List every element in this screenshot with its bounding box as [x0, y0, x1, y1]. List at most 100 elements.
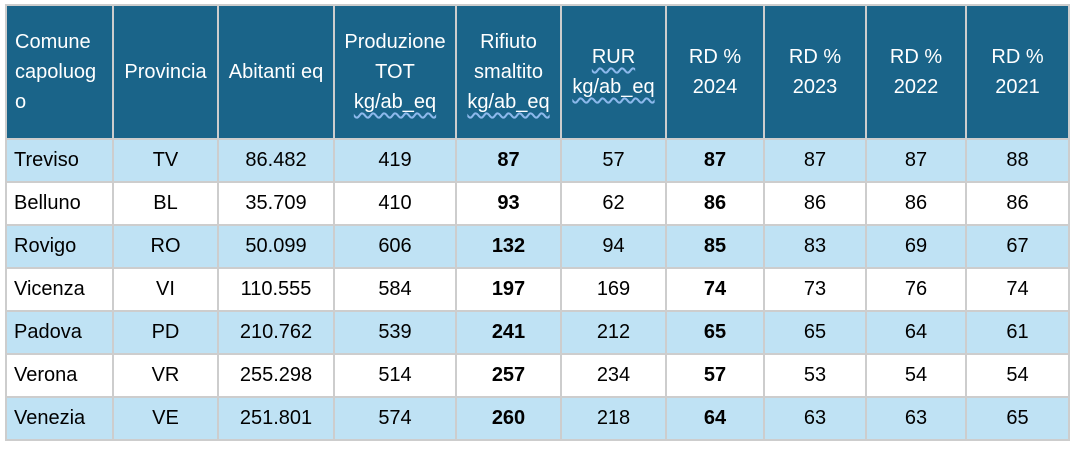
column-header-2: Abitanti eq	[217, 4, 335, 140]
cell-r3-c6: 74	[665, 267, 765, 312]
cell-r5-c5: 234	[560, 353, 667, 398]
cell-r4-c0: Padova	[5, 310, 114, 355]
header-label: RD % 2021	[991, 46, 1044, 98]
cell-r0-c3: 419	[333, 138, 457, 183]
cell-r2-c1: RO	[112, 224, 219, 269]
cell-r2-c5: 94	[560, 224, 667, 269]
table-row: Vicenza VI 110.555 584 197 169 74 73 76 74	[5, 267, 1070, 312]
cell-r6-c4: 260	[455, 396, 562, 441]
cell-r5-c9: 54	[965, 353, 1070, 398]
cell-r5-c4: 257	[455, 353, 562, 398]
cell-r1-c1: BL	[112, 181, 219, 226]
header-label: Comune capoluogo	[15, 31, 97, 113]
cell-r0-c7: 87	[763, 138, 867, 183]
cell-r3-c3: 584	[333, 267, 457, 312]
cell-r2-c9: 67	[965, 224, 1070, 269]
header-label: Rifiuto smaltito	[474, 31, 543, 83]
table-row: Verona VR 255.298 514 257 234 57 53 54 54	[5, 353, 1070, 398]
cell-r2-c0: Rovigo	[5, 224, 114, 269]
cell-r2-c3: 606	[333, 224, 457, 269]
header-sub-label: kg/ab_eq	[568, 72, 659, 102]
column-header-6: RD % 2024	[665, 4, 765, 140]
cell-r1-c3: 410	[333, 181, 457, 226]
header-label: RD % 2024	[688, 46, 742, 98]
header-sub-label: kg/ab_eq	[463, 87, 554, 117]
cell-r2-c8: 69	[865, 224, 967, 269]
header-label: RD % 2023	[788, 46, 842, 98]
cell-r3-c8: 76	[865, 267, 967, 312]
cell-r6-c3: 574	[333, 396, 457, 441]
cell-r4-c2: 210.762	[217, 310, 335, 355]
cell-r1-c5: 62	[560, 181, 667, 226]
cell-r2-c6: 85	[665, 224, 765, 269]
cell-r5-c1: VR	[112, 353, 219, 398]
cell-r4-c6: 65	[665, 310, 765, 355]
cell-r6-c5: 218	[560, 396, 667, 441]
cell-r0-c5: 57	[560, 138, 667, 183]
header-sub-text: kg/ab_eq	[353, 91, 437, 113]
cell-r6-c8: 63	[865, 396, 967, 441]
cell-r2-c2: 50.099	[217, 224, 335, 269]
column-header-3: Produzione TOT kg/ab_eq	[333, 4, 457, 140]
cell-r1-c2: 35.709	[217, 181, 335, 226]
cell-r3-c9: 74	[965, 267, 1070, 312]
page: Comune capoluogo Provincia Abitanti eq Prod…	[5, 4, 1070, 441]
header-row: Comune capoluogo Provincia Abitanti eq Prod…	[5, 4, 1070, 140]
cell-r0-c2: 86.482	[217, 138, 335, 183]
cell-r3-c1: VI	[112, 267, 219, 312]
cell-r3-c7: 73	[763, 267, 867, 312]
cell-r4-c8: 64	[865, 310, 967, 355]
cell-r3-c5: 169	[560, 267, 667, 312]
cell-r0-c6: 87	[665, 138, 765, 183]
cell-r5-c8: 54	[865, 353, 967, 398]
header-sub-text: kg/ab_eq	[572, 76, 655, 98]
cell-r4-c9: 61	[965, 310, 1070, 355]
cell-r4-c7: 65	[763, 310, 867, 355]
column-header-1: Provincia	[112, 4, 219, 140]
cell-r0-c4: 87	[455, 138, 562, 183]
cell-r6-c2: 251.801	[217, 396, 335, 441]
table-body: Treviso TV 86.482 419 87 57 87 87 87 88 Belluno BL 3…	[5, 138, 1070, 441]
cell-r4-c3: 539	[333, 310, 457, 355]
cell-r0-c0: Treviso	[5, 138, 114, 183]
header-sub-text: kg/ab_eq	[467, 91, 550, 113]
cell-r1-c7: 86	[763, 181, 867, 226]
cell-r0-c9: 88	[965, 138, 1070, 183]
cell-r3-c2: 110.555	[217, 267, 335, 312]
header-label: RD % 2022	[889, 46, 943, 98]
cell-r6-c7: 63	[763, 396, 867, 441]
cell-r5-c0: Verona	[5, 353, 114, 398]
cell-r1-c6: 86	[665, 181, 765, 226]
header-label: Produzione TOT	[344, 31, 446, 83]
cell-r5-c2: 255.298	[217, 353, 335, 398]
cell-r5-c3: 514	[333, 353, 457, 398]
cell-r6-c9: 65	[965, 396, 1070, 441]
cell-r1-c9: 86	[965, 181, 1070, 226]
cell-r2-c4: 132	[455, 224, 562, 269]
column-header-7: RD % 2023	[763, 4, 867, 140]
table-row: Rovigo RO 50.099 606 132 94 85 83 69 67	[5, 224, 1070, 269]
header-label: Abitanti eq	[228, 61, 324, 83]
column-header-9: RD % 2021	[965, 4, 1070, 140]
header-sub-label: kg/ab_eq	[341, 87, 449, 117]
cell-r3-c4: 197	[455, 267, 562, 312]
cell-r0-c1: TV	[112, 138, 219, 183]
cell-r6-c1: VE	[112, 396, 219, 441]
cell-r5-c6: 57	[665, 353, 765, 398]
table-row: Belluno BL 35.709 410 93 62 86 86 86 86	[5, 181, 1070, 226]
cell-r1-c4: 93	[455, 181, 562, 226]
cell-r2-c7: 83	[763, 224, 867, 269]
waste-data-table: Comune capoluogo Provincia Abitanti eq Prod…	[5, 4, 1070, 441]
table-header: Comune capoluogo Provincia Abitanti eq Prod…	[5, 4, 1070, 140]
cell-r1-c8: 86	[865, 181, 967, 226]
column-header-8: RD % 2022	[865, 4, 967, 140]
cell-r5-c7: 53	[763, 353, 867, 398]
column-header-4: Rifiuto smaltito kg/ab_eq	[455, 4, 562, 140]
column-header-5: RUR kg/ab_eq	[560, 4, 667, 140]
column-header-0: Comune capoluogo	[5, 4, 114, 140]
cell-r4-c1: PD	[112, 310, 219, 355]
cell-r0-c8: 87	[865, 138, 967, 183]
cell-r4-c5: 212	[560, 310, 667, 355]
cell-r6-c0: Venezia	[5, 396, 114, 441]
cell-r1-c0: Belluno	[5, 181, 114, 226]
